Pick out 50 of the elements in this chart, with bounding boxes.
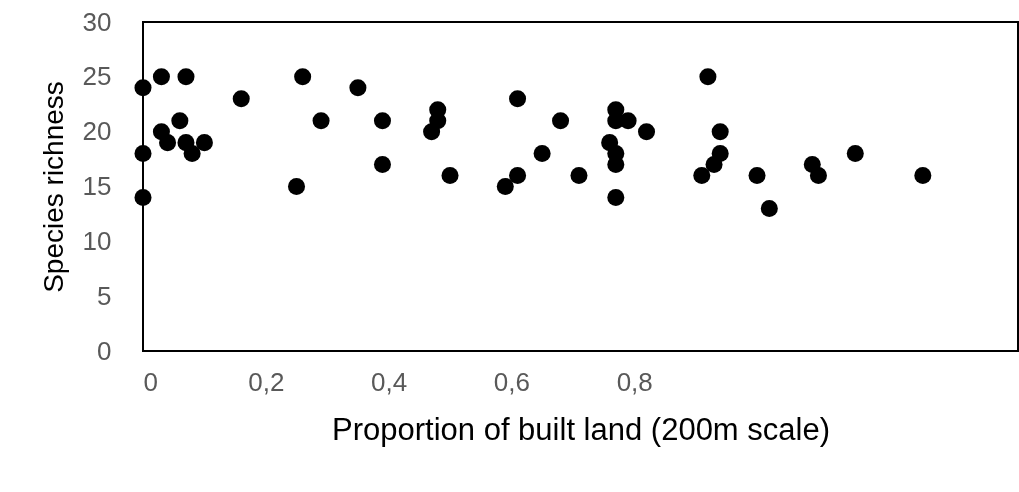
point bbox=[134, 188, 152, 206]
point bbox=[195, 134, 213, 152]
x-tick-label: 0 bbox=[143, 366, 158, 397]
point bbox=[177, 68, 195, 86]
point bbox=[423, 123, 441, 141]
x-tick-label: 0,8 bbox=[616, 366, 653, 397]
y-tick-label: 30 bbox=[82, 6, 112, 37]
point bbox=[171, 112, 189, 130]
point bbox=[312, 112, 330, 130]
point bbox=[637, 123, 656, 141]
x-tick-label: 0,4 bbox=[371, 366, 408, 397]
point bbox=[711, 123, 729, 141]
point bbox=[552, 112, 570, 130]
point bbox=[349, 79, 367, 97]
x-tick-label: 0,6 bbox=[493, 366, 530, 397]
y-tick-label: 10 bbox=[82, 225, 112, 256]
point bbox=[533, 145, 551, 163]
y-tick-label: 0 bbox=[97, 335, 112, 366]
point bbox=[914, 167, 932, 185]
point bbox=[748, 167, 766, 185]
point bbox=[705, 156, 723, 174]
point bbox=[699, 68, 717, 86]
point bbox=[294, 68, 312, 86]
point bbox=[373, 156, 391, 174]
point bbox=[232, 90, 250, 108]
point bbox=[134, 79, 152, 97]
x-axis-title: Proportion of built land (200m scale) bbox=[332, 411, 830, 447]
point bbox=[846, 145, 864, 163]
point bbox=[159, 134, 177, 152]
point bbox=[496, 178, 514, 195]
y-axis-title: Species richness bbox=[37, 81, 69, 293]
y-tick-label: 15 bbox=[82, 171, 112, 201]
point bbox=[760, 199, 778, 217]
point bbox=[509, 90, 527, 108]
y-tick-label: 5 bbox=[97, 280, 112, 311]
point bbox=[373, 112, 391, 130]
point bbox=[441, 167, 459, 185]
point bbox=[152, 68, 170, 86]
point bbox=[607, 156, 625, 174]
point bbox=[134, 145, 152, 163]
x-tick-label: 0,2 bbox=[248, 366, 285, 397]
point bbox=[693, 167, 711, 185]
point bbox=[509, 167, 527, 185]
point bbox=[287, 178, 306, 195]
point bbox=[183, 145, 201, 163]
point bbox=[809, 167, 827, 185]
y-tick-label: 20 bbox=[82, 116, 112, 147]
y-tick-label: 25 bbox=[82, 61, 112, 92]
point bbox=[607, 188, 625, 206]
point bbox=[570, 167, 588, 185]
